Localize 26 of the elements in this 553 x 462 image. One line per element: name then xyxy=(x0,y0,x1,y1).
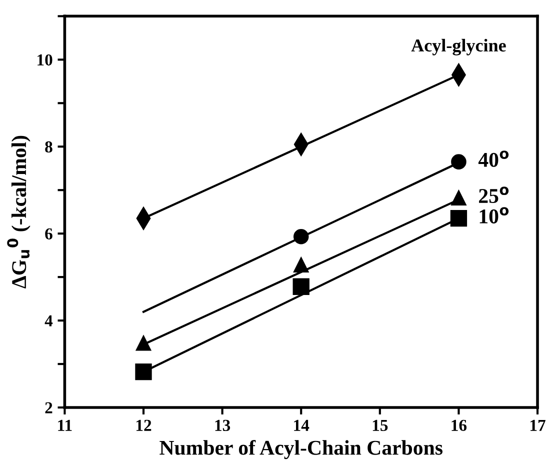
x-tick-label: 13 xyxy=(215,420,230,432)
point xyxy=(451,190,466,206)
series-label: 25$^{o}$ xyxy=(479,186,509,204)
y-tick-label: 4 xyxy=(44,315,53,326)
point xyxy=(293,257,309,273)
y-tick-label: 6 xyxy=(45,228,52,240)
point xyxy=(135,363,152,380)
x-tick-label: 15 xyxy=(372,420,388,432)
y-axis-title: ΔG$_{u}$$^{0}$ (-kcal/mol) xyxy=(7,136,30,288)
x-tick-label: 14 xyxy=(294,420,310,431)
y-tick-label: 2 xyxy=(45,402,52,414)
x-axis-title: Number of Acyl-Chain Carbons xyxy=(160,440,442,460)
series-label: Acyl-glycine xyxy=(411,38,506,56)
y-tick-label: 8 xyxy=(45,141,52,153)
point xyxy=(450,210,468,227)
series-label: 10$^{o}$ xyxy=(480,207,509,224)
y-tick-label: 10 xyxy=(38,54,52,66)
point xyxy=(292,278,310,295)
point xyxy=(293,228,309,244)
point xyxy=(136,335,152,351)
x-tick-label: 11 xyxy=(58,420,72,431)
x-tick-label: 16 xyxy=(452,420,467,432)
x-tick-label: 17 xyxy=(530,420,546,431)
point xyxy=(451,154,466,170)
x-tick-label: 12 xyxy=(136,420,152,431)
series-label: 40$^{o}$ xyxy=(478,150,509,167)
